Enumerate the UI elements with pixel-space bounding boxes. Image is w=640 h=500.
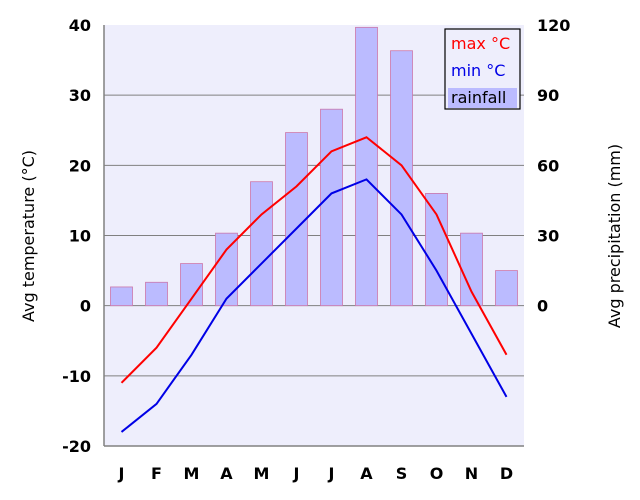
x-tick-label: A	[360, 464, 373, 483]
x-tick-label: J	[293, 464, 300, 483]
rainfall-bar	[425, 192, 448, 307]
rainfall-bar	[390, 50, 413, 307]
rainfall-bar	[460, 232, 483, 307]
y-tick-label: 30	[69, 86, 91, 105]
rainfall-bar	[145, 281, 168, 307]
x-tick-label: M	[254, 464, 270, 483]
y2-tick-label: 120	[537, 16, 570, 35]
legend: max °C min °C rainfall	[444, 28, 521, 110]
x-tick-label: M	[184, 464, 200, 483]
y-tick-label: -10	[62, 367, 91, 386]
rainfall-bar	[215, 232, 238, 307]
y2-tick-label: 90	[537, 86, 559, 105]
x-tick-label: J	[328, 464, 335, 483]
x-tick-label: D	[500, 464, 513, 483]
y2-tick-label: 30	[537, 227, 559, 246]
y2-tick-label: 0	[537, 297, 548, 316]
rainfall-bar	[110, 286, 133, 307]
rainfall-bar	[495, 270, 518, 307]
x-tick-label: O	[430, 464, 444, 483]
x-tick-label: A	[220, 464, 233, 483]
y-tick-label: 10	[69, 227, 91, 246]
rainfall-bar	[285, 132, 308, 307]
legend-label: rainfall	[451, 88, 506, 107]
y-tick-label: -20	[62, 437, 91, 456]
y2-tick-label: 60	[537, 156, 559, 175]
y-tick-label: 40	[69, 16, 91, 35]
rainfall-bar	[250, 181, 273, 307]
y-tick-label: 0	[80, 297, 91, 316]
rainfall-bar	[320, 108, 343, 307]
legend-label: min °C	[451, 61, 505, 80]
rainfall-bar	[355, 26, 378, 307]
x-tick-label: S	[396, 464, 408, 483]
x-tick-label: N	[465, 464, 478, 483]
legend-label: max °C	[451, 34, 510, 53]
legend-swatch	[448, 88, 517, 108]
y-tick-label: 20	[69, 156, 91, 175]
x-tick-label: J	[118, 464, 125, 483]
y-axis-title: Avg temperature (°C)	[19, 150, 38, 322]
series-line	[120, 178, 508, 433]
y2-axis-title: Avg precipitation (mm)	[605, 144, 624, 328]
series-line	[120, 136, 508, 384]
x-tick-label: F	[151, 464, 162, 483]
